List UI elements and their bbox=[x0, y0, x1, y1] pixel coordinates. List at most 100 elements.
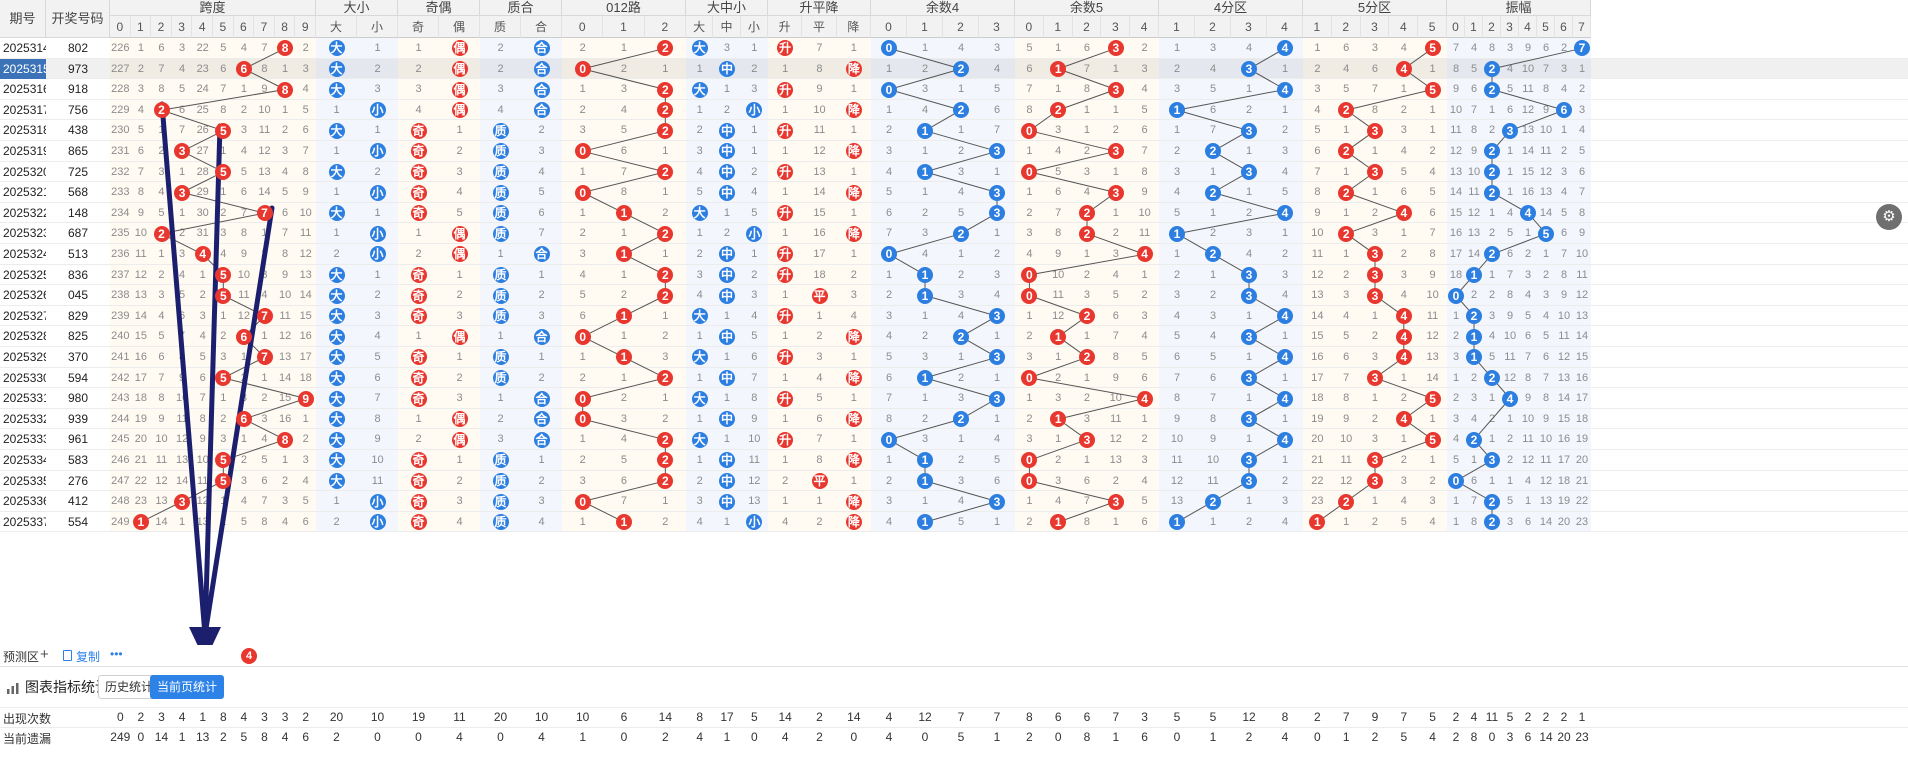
miss-count-cell: 3 bbox=[1055, 124, 1062, 137]
result-ball: 2 bbox=[153, 102, 170, 119]
period-cell[interactable]: 2025329 bbox=[3, 350, 46, 364]
period-cell[interactable]: 2025330 bbox=[3, 370, 46, 385]
draw-number-cell: 554 bbox=[67, 514, 89, 529]
miss-count-cell: 226 bbox=[111, 42, 130, 54]
copy-icon[interactable] bbox=[63, 650, 72, 661]
result-ball: 大 bbox=[328, 81, 345, 98]
more-button[interactable]: ••• bbox=[110, 647, 123, 661]
period-cell[interactable]: 2025337 bbox=[3, 514, 46, 529]
period-cell[interactable]: 2025317 bbox=[3, 102, 46, 117]
result-ball: 2 bbox=[1079, 205, 1095, 222]
miss-count-cell: 13 bbox=[1170, 495, 1184, 508]
prediction-ball[interactable]: 4 bbox=[241, 648, 257, 664]
result-ball: 1 bbox=[616, 205, 632, 222]
miss-count-cell: 1 bbox=[782, 371, 789, 384]
miss-count-cell: 7 bbox=[1141, 145, 1148, 157]
period-cell[interactable]: 2025316 bbox=[3, 82, 46, 97]
period-cell[interactable]: 2025328 bbox=[3, 329, 46, 344]
miss-count-cell: 2 bbox=[1578, 83, 1586, 96]
miss-count-cell: 9 bbox=[1141, 186, 1148, 199]
miss-count-cell: 3 bbox=[1560, 62, 1568, 75]
miss-count-cell: 5 bbox=[1209, 83, 1217, 96]
result-ball: 6 bbox=[235, 60, 252, 77]
period-cell[interactable]: 2025315 bbox=[0, 58, 46, 80]
miss-count-cell: 14 bbox=[1575, 330, 1589, 343]
miss-count-cell: 10 bbox=[196, 454, 209, 466]
result-ball: 4 bbox=[1277, 308, 1293, 325]
prediction-add-button[interactable]: + bbox=[40, 646, 49, 663]
result-ball: 小 bbox=[369, 143, 386, 160]
miss-count-cell: 8 bbox=[158, 392, 165, 405]
miss-count-cell: 3 bbox=[723, 42, 731, 54]
miss-count-cell: 7 bbox=[137, 165, 144, 178]
result-ball: 大 bbox=[328, 60, 345, 77]
result-ball: 大 bbox=[691, 349, 708, 366]
miss-count-cell: 1 bbox=[1343, 515, 1350, 528]
miss-count-cell: 4 bbox=[1055, 145, 1062, 157]
period-cell[interactable]: 2025324 bbox=[3, 247, 46, 261]
period-cell[interactable]: 2025321 bbox=[3, 185, 46, 200]
result-ball: 2 bbox=[1079, 225, 1095, 242]
period-cell[interactable]: 2025335 bbox=[3, 473, 46, 488]
settings-gear-icon[interactable]: ⚙ bbox=[1876, 204, 1902, 230]
period-cell[interactable]: 2025314 bbox=[3, 41, 46, 55]
miss-count-cell: 2 bbox=[921, 206, 929, 219]
period-cell[interactable]: 2025331 bbox=[3, 391, 46, 406]
period-cell[interactable]: 2025325 bbox=[3, 267, 46, 282]
miss-count-cell: 7 bbox=[1452, 42, 1460, 54]
period-cell[interactable]: 2025332 bbox=[3, 411, 46, 426]
miss-count-cell: 4 bbox=[1470, 42, 1478, 54]
period-cell[interactable]: 2025319 bbox=[3, 144, 46, 158]
miss-count-cell: 1 bbox=[456, 351, 463, 363]
result-ball: 3 bbox=[989, 390, 1005, 407]
draw-number-cell: 980 bbox=[67, 391, 89, 406]
miss-count-cell: 1 bbox=[723, 309, 731, 322]
miss-count-cell: 14 bbox=[1521, 145, 1535, 157]
miss-count-cell: 16 bbox=[1449, 227, 1463, 240]
stats-tab-0[interactable]: 历史统计 bbox=[98, 675, 161, 699]
miss-count-cell: 11 bbox=[135, 248, 147, 260]
stats-value: 20 bbox=[329, 710, 344, 724]
period-cell[interactable]: 2025318 bbox=[3, 123, 46, 138]
copy-button[interactable]: 复制 bbox=[76, 650, 101, 664]
miss-count-cell: 27 bbox=[196, 145, 209, 157]
draw-number-cell: 370 bbox=[67, 350, 89, 364]
miss-count-cell: 8 bbox=[1470, 515, 1478, 528]
miss-count-cell: 12 bbox=[1052, 309, 1065, 322]
miss-count-cell: 1 bbox=[456, 124, 463, 137]
result-ball: 2 bbox=[1466, 431, 1482, 448]
stats-value: 4 bbox=[281, 730, 289, 744]
miss-count-cell: 4 bbox=[261, 433, 268, 446]
miss-count-cell: 9 bbox=[302, 186, 309, 199]
result-ball: 1 bbox=[917, 369, 933, 386]
period-cell[interactable]: 2025323 bbox=[3, 226, 46, 241]
miss-count-cell: 14 bbox=[1539, 206, 1553, 219]
miss-count-cell: 12 bbox=[155, 474, 168, 487]
miss-count-cell: 12 bbox=[1426, 330, 1439, 343]
miss-count-cell: 4 bbox=[1083, 186, 1091, 199]
result-ball: 奇 bbox=[410, 369, 427, 386]
header-sub-8-0: 0 bbox=[1015, 16, 1044, 38]
miss-count-cell: 2 bbox=[1488, 412, 1496, 425]
miss-count-cell: 2 bbox=[158, 145, 165, 157]
period-cell[interactable]: 2025326 bbox=[3, 288, 46, 303]
miss-count-cell: 8 bbox=[1488, 42, 1496, 54]
miss-count-cell: 6 bbox=[302, 515, 309, 528]
period-cell[interactable]: 2025327 bbox=[3, 308, 46, 323]
miss-count-cell: 10 bbox=[278, 289, 292, 302]
period-cell[interactable]: 2025336 bbox=[3, 494, 46, 509]
miss-count-cell: 6 bbox=[158, 42, 165, 54]
miss-count-cell: 16 bbox=[134, 351, 148, 363]
miss-count-cell: 10 bbox=[1206, 454, 1220, 466]
stats-value: 4 bbox=[1281, 730, 1289, 744]
period-cell[interactable]: 2025320 bbox=[3, 164, 46, 179]
period-cell[interactable]: 2025333 bbox=[3, 432, 46, 447]
result-ball: 2 bbox=[1484, 493, 1500, 510]
stats-tab-1[interactable]: 当前页统计 bbox=[150, 675, 225, 699]
period-cell[interactable]: 2025322 bbox=[3, 205, 46, 220]
miss-count-cell: 6 bbox=[1429, 206, 1436, 219]
period-cell[interactable]: 2025334 bbox=[3, 453, 46, 467]
miss-count-cell: 28 bbox=[196, 165, 209, 178]
miss-count-cell: 10 bbox=[258, 103, 271, 116]
miss-count-cell: 2 bbox=[1173, 62, 1181, 75]
